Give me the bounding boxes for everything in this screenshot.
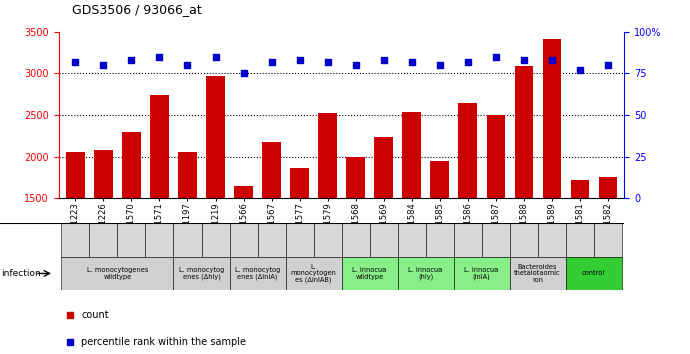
Bar xyxy=(453,257,510,290)
Bar xyxy=(593,223,622,257)
Text: L. monocytogenes
wildtype: L. monocytogenes wildtype xyxy=(87,267,148,280)
Text: L. monocytog
enes (Δhly): L. monocytog enes (Δhly) xyxy=(179,267,224,280)
Point xyxy=(126,57,137,63)
Bar xyxy=(486,115,504,323)
Bar xyxy=(146,223,173,257)
Bar xyxy=(179,153,197,323)
Bar xyxy=(397,223,426,257)
Bar xyxy=(542,39,561,323)
Point xyxy=(70,59,81,65)
Bar xyxy=(397,257,453,290)
Point xyxy=(266,59,277,65)
Bar xyxy=(538,223,566,257)
Point xyxy=(238,71,249,76)
Point xyxy=(98,62,109,68)
Bar xyxy=(566,257,622,290)
Bar xyxy=(598,177,617,323)
Bar xyxy=(95,150,112,323)
Bar xyxy=(571,180,589,323)
Bar xyxy=(150,95,168,323)
Point xyxy=(434,62,445,68)
Point xyxy=(406,59,417,65)
Bar xyxy=(342,223,370,257)
Bar xyxy=(453,223,482,257)
Bar xyxy=(173,257,230,290)
Point xyxy=(378,57,389,63)
Bar xyxy=(510,223,538,257)
Bar xyxy=(431,161,448,323)
Point xyxy=(490,54,501,59)
Bar xyxy=(257,223,286,257)
Bar xyxy=(235,186,253,323)
Bar xyxy=(173,223,201,257)
Text: control: control xyxy=(582,270,605,276)
Point xyxy=(322,59,333,65)
Bar xyxy=(201,223,230,257)
Text: L. innocua
(hly): L. innocua (hly) xyxy=(408,267,443,280)
Point xyxy=(350,62,361,68)
Bar xyxy=(346,156,364,323)
Text: L. monocytog
enes (ΔinlA): L. monocytog enes (ΔinlA) xyxy=(235,267,280,280)
Text: L. innocua
wildtype: L. innocua wildtype xyxy=(353,267,386,280)
Point xyxy=(210,54,221,59)
Bar xyxy=(61,257,173,290)
Bar xyxy=(515,66,533,323)
Point xyxy=(182,62,193,68)
Point xyxy=(294,57,305,63)
Point xyxy=(462,59,473,65)
Bar xyxy=(375,137,393,323)
Text: percentile rank within the sample: percentile rank within the sample xyxy=(81,337,246,347)
Bar xyxy=(458,103,477,323)
Text: Bacteroides
thetaiotaomic
ron: Bacteroides thetaiotaomic ron xyxy=(514,264,561,283)
Bar xyxy=(510,257,566,290)
Bar xyxy=(262,142,281,323)
Bar xyxy=(342,257,397,290)
Bar xyxy=(61,223,90,257)
Text: GDS3506 / 93066_at: GDS3506 / 93066_at xyxy=(72,3,202,16)
Bar xyxy=(230,257,286,290)
Bar xyxy=(402,112,421,323)
Bar xyxy=(319,113,337,323)
Bar xyxy=(117,223,146,257)
Point xyxy=(154,54,165,59)
Text: L.
monocytogen
es (ΔinlAB): L. monocytogen es (ΔinlAB) xyxy=(290,264,337,283)
Bar xyxy=(286,257,342,290)
Point xyxy=(518,57,529,63)
Bar xyxy=(426,223,453,257)
Bar xyxy=(230,223,257,257)
Bar xyxy=(286,223,313,257)
Point xyxy=(602,62,613,68)
Bar xyxy=(66,152,85,323)
Text: L. innocua
(inlA): L. innocua (inlA) xyxy=(464,267,499,280)
Text: count: count xyxy=(81,310,109,320)
Point xyxy=(546,57,557,63)
Bar xyxy=(370,223,397,257)
Bar xyxy=(206,76,225,323)
Bar xyxy=(482,223,510,257)
Bar xyxy=(313,223,342,257)
Text: infection: infection xyxy=(1,269,41,278)
Bar xyxy=(122,132,141,323)
Bar xyxy=(566,223,593,257)
Bar xyxy=(90,223,117,257)
Point xyxy=(574,67,585,73)
Bar xyxy=(290,168,308,323)
